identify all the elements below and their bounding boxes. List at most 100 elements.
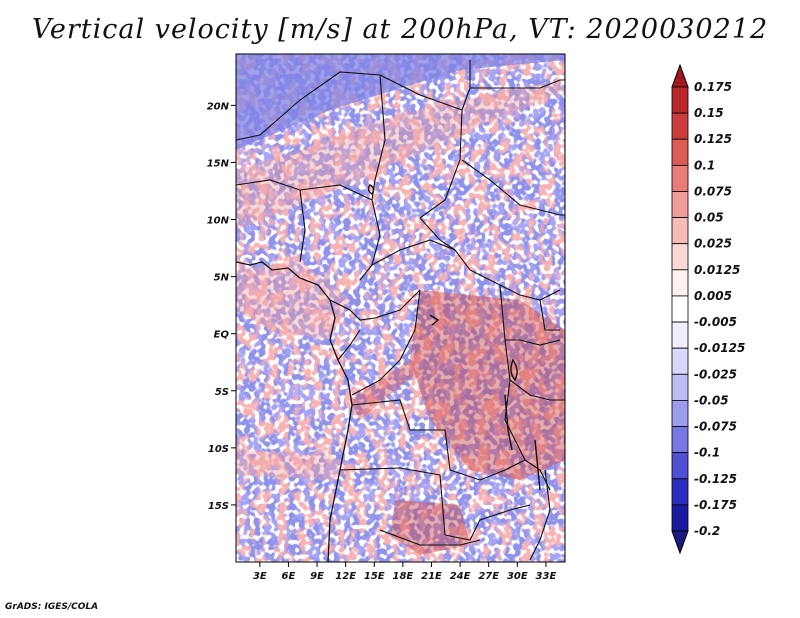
colorbar-segment — [671, 164, 689, 192]
lake-malawi — [534, 439, 541, 491]
lat-label: 5S — [215, 387, 229, 398]
border-libya-egypt — [461, 79, 565, 111]
colorbar — [671, 63, 689, 555]
lon-label: 12E — [335, 571, 356, 582]
colorbar-label: -0.125 — [694, 472, 737, 486]
colorbar-label: -0.1 — [694, 446, 720, 460]
colorbar-segment — [671, 112, 689, 140]
field-congo-red — [410, 290, 565, 480]
border-tanzania — [509, 379, 565, 401]
colorbar-top-arrow — [671, 63, 689, 88]
lat-label: 15N — [207, 158, 230, 169]
colorbar-labels: 0.175 0.15 0.125 0.1 0.075 0.05 0.025 0.0125 0.0… — [694, 80, 745, 538]
lat-label: 10S — [208, 444, 229, 455]
colorbar-label: 0.15 — [694, 106, 724, 120]
border-benin — [299, 189, 306, 263]
lakes — [367, 184, 541, 491]
lake-chad — [367, 184, 375, 195]
border-congo-drc — [351, 289, 421, 396]
west-coastline — [236, 261, 353, 562]
lat-label: EQ — [214, 330, 230, 341]
colorbar-segment — [671, 295, 689, 323]
colorbar-label: 0.075 — [694, 184, 732, 198]
colorbar-label: -0.175 — [694, 498, 737, 512]
colorbar-segment — [671, 191, 689, 218]
colorbar-bottom-arrow — [671, 530, 689, 555]
border-namibia-zambia — [444, 504, 531, 541]
field-north-blue — [236, 54, 565, 150]
lon-label: 6E — [282, 571, 296, 582]
map-frame — [235, 53, 566, 563]
colorbar-segment — [671, 426, 689, 454]
border-north-1 — [236, 71, 463, 219]
lake-tanganyika — [504, 394, 513, 451]
border-sudan — [461, 159, 565, 216]
border-cameroon-congo — [329, 289, 421, 321]
lat-label: 5N — [214, 273, 230, 284]
vertical-velocity-field — [236, 54, 565, 562]
border-gabon — [337, 329, 361, 361]
border-angola-south — [339, 467, 446, 536]
lon-label: 27E — [478, 571, 499, 582]
longitude-labels: 3E 6E 9E 12E 15E 18E 21E 24E 27E 30E 33E — [253, 571, 557, 582]
colorbar-segment — [671, 138, 689, 166]
border-car-south — [371, 239, 561, 301]
border-uganda-kenya — [505, 339, 561, 346]
field-angola-red-streak — [350, 360, 420, 420]
field-sahel-red-band — [236, 80, 565, 230]
colorbar-label: -0.005 — [694, 315, 737, 329]
field-gulf-red — [236, 260, 350, 340]
colorbar-label: 0.005 — [694, 289, 732, 303]
field-south-atlantic-red — [236, 450, 360, 480]
latitude-labels: 20N 15N 10N 5N EQ 5S 10S 15S — [207, 101, 230, 512]
colorbar-label: 0.025 — [694, 237, 732, 251]
colorbar-label: 0.0125 — [694, 263, 740, 277]
colorbar-label: -0.2 — [694, 524, 720, 538]
border-botswana — [379, 529, 481, 546]
colorbar-label: -0.0125 — [694, 341, 745, 355]
border-mozambique — [529, 469, 551, 561]
colorbar-label: 0.1 — [694, 158, 715, 172]
lat-label: 15S — [208, 501, 229, 512]
lon-label: 3E — [253, 571, 267, 582]
colorbar-segment — [671, 373, 689, 401]
border-chad-car — [419, 217, 456, 251]
colorbar-segment — [671, 478, 689, 506]
lon-label: 15E — [364, 571, 385, 582]
axis-ticks — [231, 104, 547, 567]
border-drc-east — [499, 284, 526, 461]
colorbar-segment — [671, 452, 689, 480]
lon-label: 30E — [507, 571, 528, 582]
colorbar-segment — [671, 269, 689, 297]
colorbar-segment — [671, 243, 689, 271]
lon-label: 9E — [310, 571, 324, 582]
colorbar-segment — [671, 400, 689, 427]
lon-label: 33E — [536, 571, 557, 582]
lon-label: 18E — [393, 571, 414, 582]
lon-label: 21E — [421, 571, 442, 582]
grads-credit: GrADS: IGES/COLA — [5, 602, 99, 612]
border-nigeria — [236, 179, 381, 281]
map-title: Vertical velocity [m/s] at 200hPa, VT: 2… — [31, 14, 769, 45]
lat-label: 10N — [207, 216, 230, 227]
colorbar-label: 0.05 — [694, 211, 724, 225]
lat-label: 20N — [207, 101, 230, 112]
lon-label: 24E — [450, 571, 471, 582]
colorbar-label: -0.025 — [694, 367, 737, 381]
colorbar-segment — [671, 321, 689, 349]
lake-victoria — [510, 358, 518, 382]
colorbar-segment — [671, 347, 689, 375]
colorbar-label: 0.125 — [694, 132, 732, 146]
colorbar-segment — [671, 504, 689, 532]
colorbar-label: -0.075 — [694, 420, 737, 434]
country-borders — [236, 60, 565, 562]
border-south-sudan — [539, 299, 560, 331]
colorbar-label: 0.175 — [694, 80, 732, 94]
colorbar-segment — [671, 217, 689, 245]
lake-albert — [429, 314, 440, 326]
field-base — [236, 54, 565, 562]
border-angola-drc — [351, 399, 481, 481]
colorbar-label: -0.05 — [694, 393, 729, 407]
